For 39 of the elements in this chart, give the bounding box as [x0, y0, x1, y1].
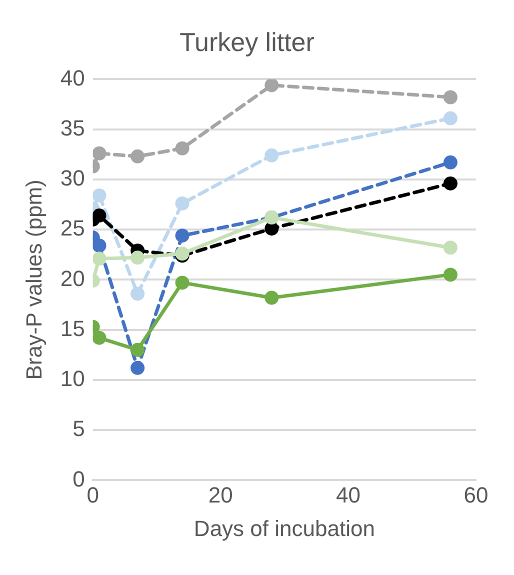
point [130, 149, 145, 164]
y-tick-label: 25 [60, 216, 85, 241]
point [92, 146, 106, 160]
point [130, 250, 145, 265]
y-tick-label: 40 [60, 65, 85, 90]
point [130, 360, 145, 375]
y-tick-label: 20 [60, 266, 85, 291]
point [175, 228, 190, 243]
point [443, 176, 458, 190]
point [92, 330, 106, 345]
point [443, 155, 458, 170]
point [92, 208, 106, 223]
point [130, 342, 145, 357]
point [443, 90, 458, 104]
point [92, 252, 106, 266]
point [175, 141, 190, 156]
y-tick-label: 0 [72, 466, 85, 492]
point [175, 196, 190, 211]
point [92, 188, 106, 202]
y-tick-label: 30 [60, 166, 85, 191]
point [443, 111, 458, 126]
chart-title: Turkey litter [180, 26, 315, 57]
point [264, 290, 279, 305]
point [175, 276, 190, 290]
point [443, 268, 458, 282]
point [264, 148, 279, 162]
y-tick-label: 10 [60, 366, 85, 392]
point [92, 238, 106, 253]
x-tick-label: 20 [208, 482, 233, 508]
y-tick-label: 35 [60, 115, 85, 140]
x-tick-label: 60 [464, 482, 488, 508]
y-axis-title: Bray-P values (ppm) [21, 180, 46, 380]
y-tick-label: 5 [72, 416, 85, 442]
point [130, 286, 145, 301]
x-axis-title: Days of incubation [194, 516, 375, 541]
x-tick-label: 40 [336, 482, 361, 508]
point [264, 79, 279, 92]
point [443, 240, 458, 255]
y-tick-label: 15 [60, 316, 85, 341]
